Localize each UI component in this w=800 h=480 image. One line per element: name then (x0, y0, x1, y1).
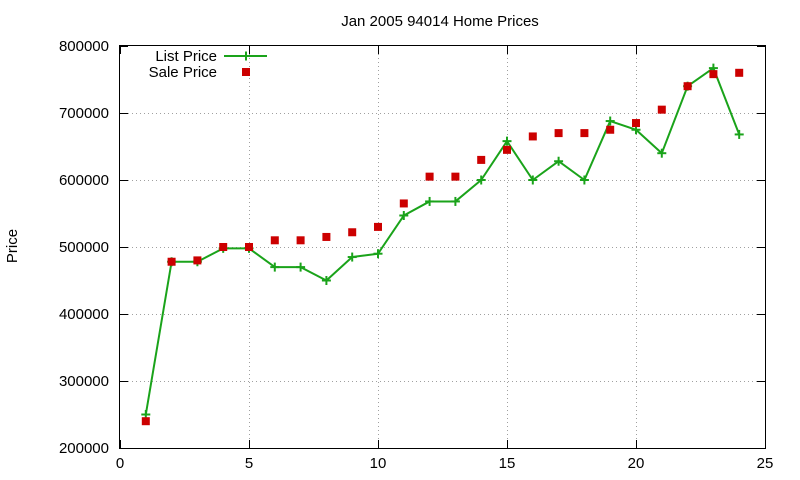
sale-price-point (245, 243, 253, 251)
legend-marker (242, 68, 250, 76)
sale-price-point (322, 232, 331, 241)
y-tick-label: 700000 (59, 105, 109, 122)
list-price-point (399, 211, 409, 221)
list-price-point (373, 249, 383, 259)
sale-price-point (296, 236, 305, 245)
list-price-point (296, 262, 306, 272)
sale-price-point (193, 256, 202, 265)
list-price-series (141, 63, 744, 419)
sale-price-point (477, 155, 486, 164)
list-price-point (347, 252, 357, 262)
sale-price-point (219, 243, 228, 251)
list-price-point (270, 262, 280, 272)
sale-price-point (580, 129, 589, 138)
gridlines (120, 46, 765, 448)
legend-label: List Price (155, 48, 217, 65)
sale-price-point (683, 82, 692, 91)
sale-price-point (632, 119, 640, 128)
x-tick-label: 20 (628, 455, 645, 472)
sale-price-point (528, 132, 537, 141)
series-layer (141, 63, 744, 426)
x-tick-label: 25 (757, 455, 774, 472)
sale-price-point (141, 417, 150, 426)
sale-price-point (425, 172, 434, 181)
y-tick-label: 300000 (59, 373, 109, 390)
list-price-point (502, 136, 512, 146)
y-tick-label: 200000 (59, 440, 109, 457)
y-tick-label: 600000 (59, 172, 109, 189)
list-price-point (528, 175, 538, 185)
x-tick-label: 10 (370, 455, 387, 472)
x-tick-label: 15 (499, 455, 516, 472)
sale-price-point (270, 236, 279, 245)
list-price-point (605, 116, 615, 126)
sale-price-point (451, 172, 460, 181)
list-price-point (554, 156, 564, 166)
sale-price-point (167, 257, 176, 266)
sale-price-point (657, 105, 666, 114)
y-axis-label: Price (4, 229, 21, 263)
sale-price-point (348, 228, 357, 237)
sale-price-point (503, 145, 511, 154)
list-price-point (450, 196, 460, 206)
axis-ticks: 0 5 10 15 20 25 200000 300000 400000 500000 600000… (59, 38, 773, 472)
legend-label: Sale Price (149, 64, 217, 81)
list-price-point (579, 175, 589, 185)
x-tick-label: 5 (245, 455, 253, 472)
sale-price-point (399, 199, 408, 208)
plot-frame (119, 45, 766, 449)
list-price-point (425, 196, 435, 206)
sale-price-point (606, 125, 615, 134)
list-price-point (321, 276, 331, 285)
chart-title: Jan 2005 94014 Home Prices (341, 13, 539, 30)
legend-marker (241, 51, 251, 61)
sale-price-point (709, 70, 718, 79)
sale-price-point (554, 129, 563, 138)
sale-price-point (735, 68, 744, 77)
list-price-point (657, 148, 667, 158)
y-tick-label: 500000 (59, 239, 109, 256)
list-price-point (476, 175, 486, 185)
list-price-line (144, 67, 741, 415)
y-tick-label: 800000 (59, 38, 109, 55)
list-price-point (734, 129, 744, 139)
x-tick-label: 0 (116, 455, 124, 472)
sale-price-series (141, 68, 744, 426)
y-tick-label: 400000 (59, 306, 109, 323)
sale-price-point (374, 222, 382, 231)
